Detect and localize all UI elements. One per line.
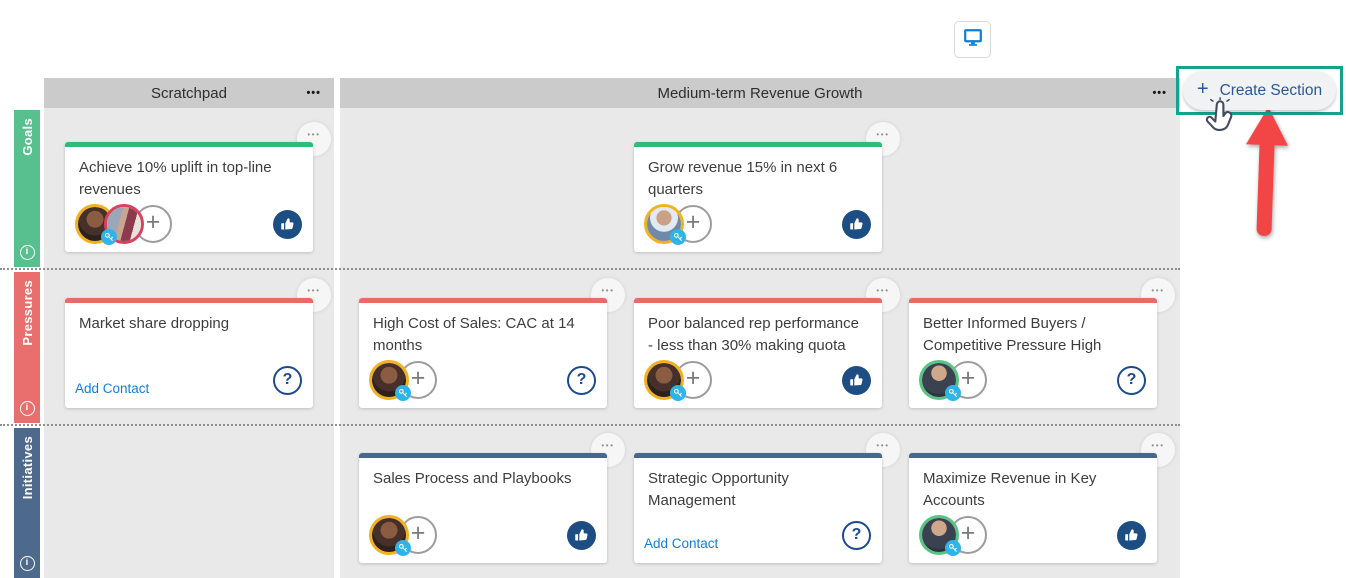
info-icon[interactable]: i: [19, 401, 35, 416]
card-accent-bar: [65, 142, 313, 147]
lane-goals[interactable]: Goals i: [14, 110, 40, 267]
card-rep-performance[interactable]: ••• Poor balanced rep performance - less…: [634, 278, 900, 408]
thumbs-up-icon: [850, 217, 863, 229]
card-market-share[interactable]: ••• Market share dropping Add Contact ?: [65, 278, 331, 408]
section-title: Scratchpad: [151, 84, 227, 102]
row-divider: [0, 268, 1180, 270]
key-badge-icon: [945, 385, 961, 401]
add-contact-link[interactable]: Add Contact: [75, 381, 150, 396]
hand-cursor-icon: [1205, 97, 1233, 131]
card-opportunity-management[interactable]: ••• Strategic Opportunity Management Add…: [634, 433, 900, 563]
key-badge-icon: [395, 385, 411, 401]
card-title: Market share dropping: [79, 315, 230, 332]
lane-label: Pressures: [19, 280, 35, 346]
like-button[interactable]: [273, 209, 302, 239]
card-title: Strategic Opportunity Management: [648, 470, 789, 509]
info-icon[interactable]: i: [19, 556, 35, 571]
key-badge-icon: [101, 229, 117, 245]
lane-pressures[interactable]: Pressures i: [14, 272, 40, 423]
contact-avatar[interactable]: [644, 204, 686, 245]
card-achieve-uplift[interactable]: ••• Achieve 10% uplift in top-line reven…: [65, 122, 331, 252]
like-button[interactable]: [567, 520, 596, 550]
monitor-icon: [962, 26, 984, 53]
thumbs-up-icon: [281, 217, 294, 229]
card-high-cost-of-sales[interactable]: ••• High Cost of Sales: CAC at 14 months…: [359, 278, 625, 408]
card-informed-buyers[interactable]: ••• Better Informed Buyers / Competitive…: [909, 278, 1175, 408]
like-button[interactable]: [842, 365, 871, 395]
card-title: Better Informed Buyers / Competitive Pre…: [923, 315, 1102, 354]
key-badge-icon: [670, 385, 686, 401]
card-accent-bar: [65, 298, 313, 303]
card-maximize-revenue[interactable]: ••• Maximize Revenue in Key Accounts +: [909, 433, 1175, 563]
card-title: Grow revenue 15% in next 6 quarters: [648, 159, 838, 198]
card-accent-bar: [634, 298, 882, 303]
help-button[interactable]: ?: [842, 520, 871, 550]
thumbs-up-icon: [575, 528, 588, 540]
card-title: High Cost of Sales: CAC at 14 months: [373, 315, 575, 354]
card-title: Sales Process and Playbooks: [373, 470, 572, 487]
info-icon[interactable]: i: [19, 245, 35, 260]
card-title: Achieve 10% uplift in top-line revenues: [79, 159, 272, 198]
card-sales-process[interactable]: ••• Sales Process and Playbooks +: [359, 433, 625, 563]
section-header-scratchpad[interactable]: Scratchpad •••: [44, 78, 334, 108]
create-section-button[interactable]: + Create Section: [1183, 71, 1336, 110]
section-menu-button[interactable]: •••: [1152, 87, 1167, 99]
card-accent-bar: [909, 453, 1157, 458]
help-button[interactable]: ?: [1117, 365, 1146, 395]
card-menu-button[interactable]: •••: [297, 278, 331, 312]
contact-avatar[interactable]: [644, 360, 686, 401]
lane-label: Goals: [19, 118, 35, 156]
create-section-label: Create Section: [1219, 81, 1323, 99]
card-accent-bar: [634, 453, 882, 458]
row-divider: [0, 424, 1180, 426]
key-badge-icon: [395, 540, 411, 556]
section-title: Medium-term Revenue Growth: [657, 84, 863, 102]
card-accent-bar: [359, 298, 607, 303]
card-accent-bar: [359, 453, 607, 458]
present-mode-button[interactable]: [954, 21, 991, 58]
contact-avatar[interactable]: [919, 360, 961, 401]
key-badge-icon: [670, 229, 686, 245]
section-menu-button[interactable]: •••: [306, 87, 321, 99]
lane-label: Initiatives: [19, 436, 35, 500]
card-grow-revenue[interactable]: ••• Grow revenue 15% in next 6 quarters …: [634, 122, 900, 252]
lane-initiatives[interactable]: Initiatives i: [14, 428, 40, 578]
plus-icon: +: [1196, 78, 1209, 100]
card-title: Poor balanced rep performance - less tha…: [648, 315, 859, 354]
red-arrow-icon: [1246, 107, 1288, 236]
key-badge-icon: [945, 540, 961, 556]
thumbs-up-icon: [850, 373, 863, 385]
card-accent-bar: [909, 298, 1157, 303]
card-title: Maximize Revenue in Key Accounts: [923, 470, 1097, 509]
section-header-medium-term[interactable]: Medium-term Revenue Growth •••: [340, 78, 1180, 108]
thumbs-up-icon: [1125, 528, 1138, 540]
like-button[interactable]: [1117, 520, 1146, 550]
contact-avatar[interactable]: [369, 360, 411, 401]
contact-avatar[interactable]: [919, 515, 961, 556]
like-button[interactable]: [842, 209, 871, 239]
help-button[interactable]: ?: [567, 365, 596, 395]
help-button[interactable]: ?: [273, 365, 302, 395]
contact-avatar[interactable]: [369, 515, 411, 556]
card-accent-bar: [634, 142, 882, 147]
annotation-highlight-box: [1176, 66, 1343, 115]
add-contact-link[interactable]: Add Contact: [644, 536, 719, 551]
